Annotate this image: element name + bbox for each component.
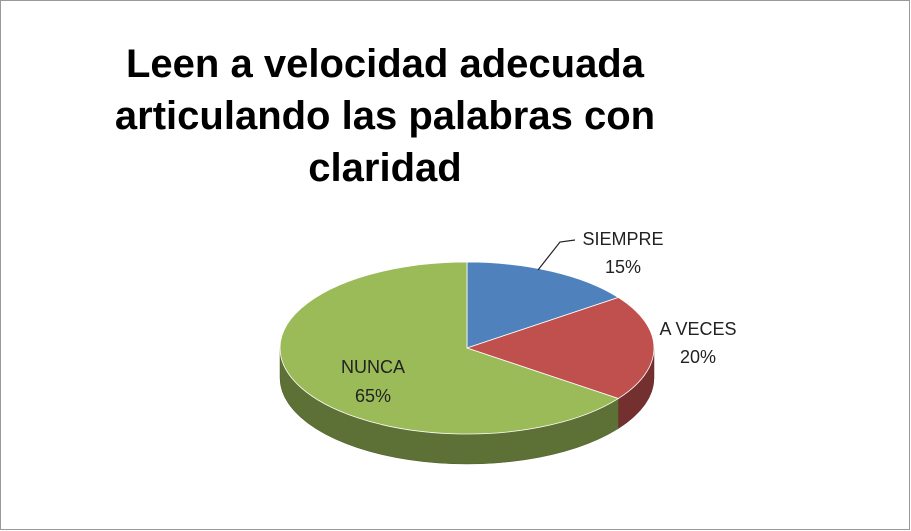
category-label: SIEMPRE bbox=[582, 229, 663, 249]
value-label: 20% bbox=[680, 347, 716, 367]
leader-line bbox=[537, 239, 576, 271]
pie-tops bbox=[279, 261, 655, 435]
pie-slice bbox=[466, 261, 620, 349]
pie-slice bbox=[465, 297, 655, 399]
category-label: NUNCA bbox=[341, 357, 405, 377]
category-label: A VECES bbox=[659, 319, 736, 339]
pie-slice bbox=[279, 261, 620, 435]
chart-title: Leen a velocidad adecuada articulando la… bbox=[114, 42, 656, 190]
value-label: 15% bbox=[605, 257, 641, 277]
value-label: 65% bbox=[355, 386, 391, 406]
labels: SIEMPRE 15% A VECES 20% NUNCA 65% bbox=[341, 229, 737, 406]
